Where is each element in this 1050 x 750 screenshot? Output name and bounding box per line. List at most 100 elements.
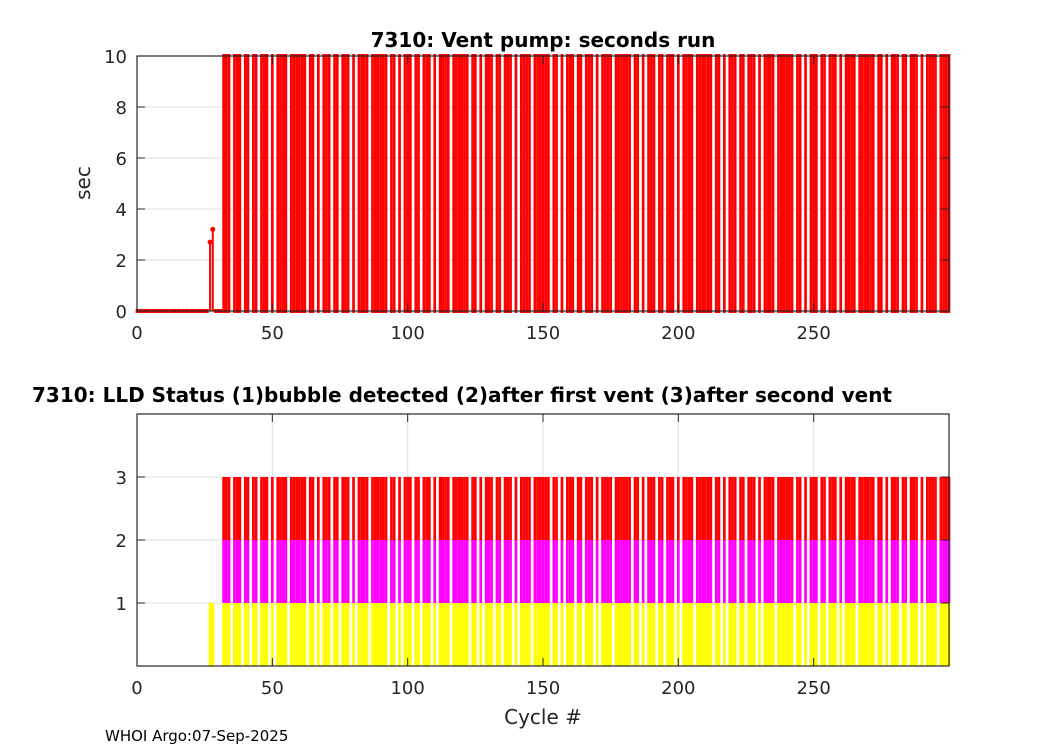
status-bar-level-3	[682, 477, 686, 540]
data-bar	[660, 54, 664, 313]
status-bar-level-2	[519, 540, 523, 603]
status-bar-level-3	[790, 477, 794, 540]
status-bar-level-2	[303, 540, 307, 603]
data-bar	[235, 54, 239, 313]
data-bar	[763, 54, 767, 313]
data-bar	[344, 54, 347, 313]
status-bar-level-2	[252, 540, 255, 603]
status-bar-level-3	[224, 477, 228, 540]
status-bar-level-2	[912, 540, 916, 603]
status-bar-level-2	[847, 540, 851, 603]
status-bar-level-3	[292, 477, 296, 540]
status-bar-level-3	[595, 477, 599, 540]
data-bar	[252, 54, 255, 313]
status-bar-level-2	[292, 540, 296, 603]
status-bar-level-2	[701, 540, 705, 603]
status-bar-level-3	[752, 477, 756, 540]
data-bar	[238, 54, 242, 313]
status-bar-level-2	[441, 540, 445, 603]
status-bar-level-2	[915, 540, 918, 603]
status-bar-level-2	[233, 540, 236, 603]
status-bar-level-2	[636, 540, 640, 603]
vent-pump-ylabel: sec	[71, 166, 95, 200]
status-bar-level-3	[733, 477, 737, 540]
status-bar-level-3	[769, 477, 772, 540]
status-bar-level-2	[682, 540, 686, 603]
status-bar-level-3	[300, 477, 304, 540]
status-bar-level-1	[384, 603, 388, 666]
data-bar	[373, 54, 377, 313]
status-bar-level-1	[281, 603, 285, 666]
data-bar	[381, 54, 385, 313]
status-bar-level-3	[809, 477, 813, 540]
status-bar-level-1	[915, 603, 918, 666]
status-bar-level-2	[782, 540, 786, 603]
status-bar-level-1	[722, 603, 726, 666]
status-bar-level-3	[871, 477, 875, 540]
status-bar-level-3	[622, 477, 626, 540]
status-bar-level-3	[460, 477, 464, 540]
status-bar-level-1	[279, 603, 282, 666]
status-bar-level-3	[427, 477, 431, 540]
status-bar-level-1	[243, 603, 247, 666]
data-bar	[292, 54, 296, 313]
status-bar-level-2	[603, 540, 607, 603]
status-bar-level-1	[528, 603, 531, 666]
status-bar-level-2	[833, 540, 837, 603]
data-bar	[769, 54, 772, 313]
data-bar	[671, 54, 675, 313]
status-bar-level-2	[698, 540, 702, 603]
status-bar-level-1	[506, 603, 510, 666]
status-bar-level-3	[308, 477, 312, 540]
status-bar-level-3	[606, 477, 610, 540]
status-bar-level-2	[809, 540, 813, 603]
status-bar-level-1	[352, 603, 355, 666]
status-bar-level-2	[909, 540, 913, 603]
data-bar	[804, 54, 807, 313]
status-bar-level-2	[771, 540, 775, 603]
status-bar-level-1	[939, 603, 943, 666]
data-bar	[335, 54, 339, 313]
status-bar-level-3	[422, 477, 426, 540]
status-bar-level-3	[823, 477, 826, 540]
status-bar-level-3	[666, 477, 669, 540]
status-bar-level-1	[487, 603, 491, 666]
data-bar	[579, 54, 583, 313]
status-bar-level-1	[685, 603, 688, 666]
x-tick-label: 150	[526, 678, 560, 699]
data-bar	[322, 54, 326, 313]
status-bar-level-2	[714, 540, 718, 603]
data-bar	[519, 54, 523, 313]
y-tick-label: 2	[116, 531, 127, 552]
status-bar-level-1	[741, 603, 745, 666]
status-bar-level-1	[465, 603, 469, 666]
status-bar-level-1	[552, 603, 556, 666]
status-bar-level-2	[262, 540, 266, 603]
status-bar-level-3	[409, 477, 412, 540]
status-bar-level-3	[804, 477, 807, 540]
status-bar-level-3	[796, 477, 799, 540]
status-bar-level-3	[490, 477, 493, 540]
data-bar	[490, 54, 493, 313]
data-bar	[636, 54, 640, 313]
status-bar-level-3	[457, 477, 461, 540]
status-bar-level-3	[939, 477, 943, 540]
data-bar	[839, 54, 843, 313]
status-bar-level-1	[714, 603, 718, 666]
data-bar	[528, 54, 531, 313]
status-bar-level-2	[308, 540, 312, 603]
status-bar-level-2	[357, 540, 361, 603]
status-bar-level-2	[536, 540, 539, 603]
footer-stamp: WHOI Argo:07-Sep-2025	[105, 727, 288, 745]
status-bar-level-2	[766, 540, 770, 603]
status-bar-level-1	[942, 603, 945, 666]
data-bar	[812, 54, 816, 313]
status-bar-level-2	[844, 540, 848, 603]
data-bar	[934, 54, 937, 313]
status-bar-level-1	[858, 603, 862, 666]
status-bar-level-1	[652, 603, 656, 666]
data-bar	[406, 54, 410, 313]
status-bar-level-2	[298, 540, 301, 603]
status-bar-level-1	[335, 603, 339, 666]
status-bar-level-3	[820, 477, 824, 540]
